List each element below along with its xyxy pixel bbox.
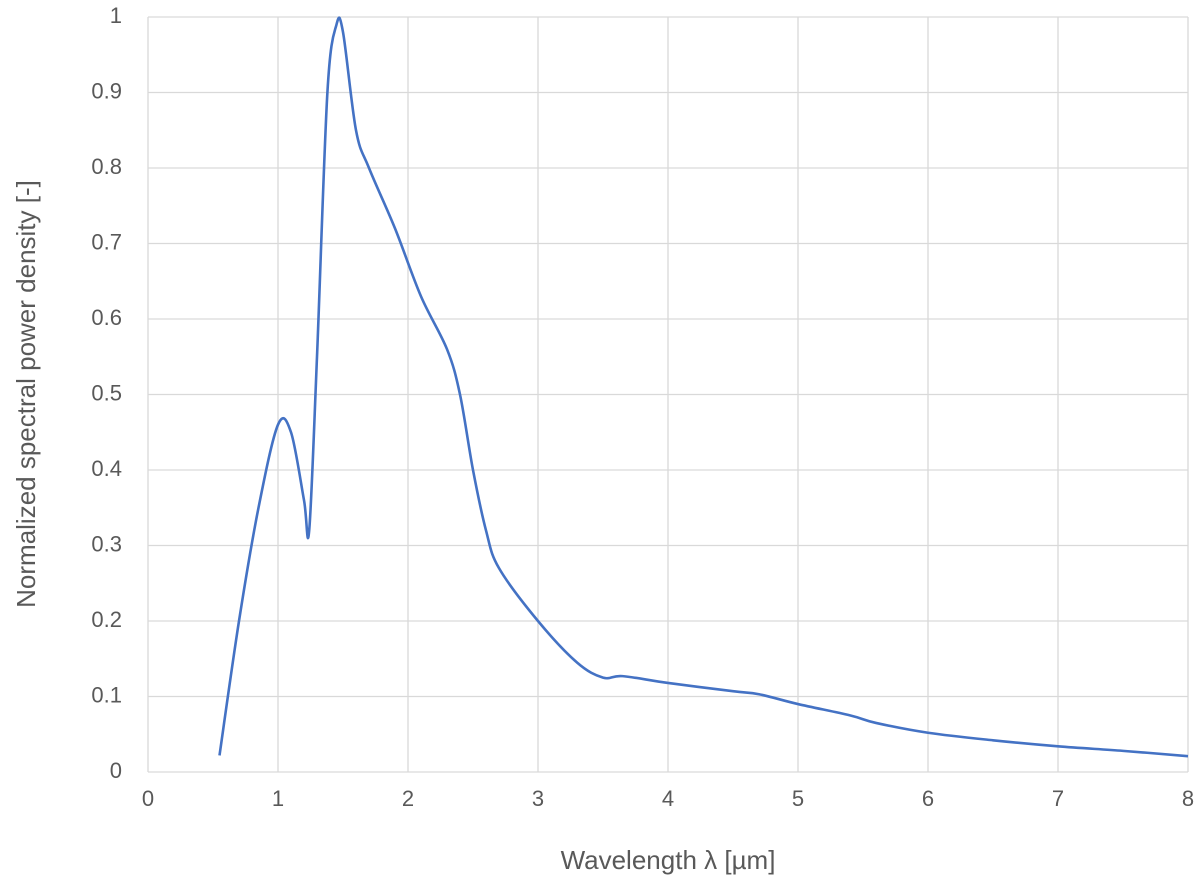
x-tick-label: 8 — [1182, 786, 1194, 811]
x-tick-label: 0 — [142, 786, 154, 811]
y-tick-label: 1 — [110, 3, 122, 28]
x-tick-label: 3 — [532, 786, 544, 811]
y-tick-label: 0.7 — [91, 229, 122, 254]
data-line — [218, 16, 1189, 758]
y-tick-label: 0.3 — [91, 531, 122, 556]
y-tick-label: 0.5 — [91, 380, 122, 405]
y-tick-label: 0 — [110, 758, 122, 783]
x-axis-title: Wavelength λ [µm] — [561, 845, 776, 875]
x-tick-label: 4 — [662, 786, 674, 811]
y-tick-label: 0.9 — [91, 78, 122, 103]
x-tick-label: 2 — [402, 786, 414, 811]
y-tick-label: 0.6 — [91, 305, 122, 330]
y-axis-title: Normalized spectral power density [-] — [11, 180, 41, 608]
x-tick-label: 1 — [272, 786, 284, 811]
y-tick-label: 0.4 — [91, 456, 122, 481]
y-tick-label: 0.1 — [91, 682, 122, 707]
x-tick-label: 5 — [792, 786, 804, 811]
x-tick-label: 6 — [922, 786, 934, 811]
x-tick-label: 7 — [1052, 786, 1064, 811]
y-tick-label: 0.8 — [91, 154, 122, 179]
y-tick-label: 0.2 — [91, 607, 122, 632]
